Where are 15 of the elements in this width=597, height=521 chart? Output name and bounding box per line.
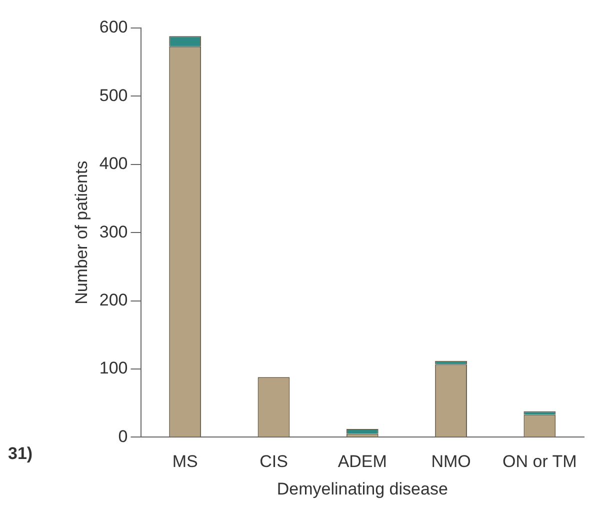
x-tick-label: NMO bbox=[431, 452, 471, 472]
y-tick-label: 0 bbox=[118, 426, 128, 446]
x-tick-label: MS bbox=[172, 452, 198, 472]
x-axis-title: Demyelinating disease bbox=[276, 479, 448, 498]
x-tick-label: CIS bbox=[260, 452, 288, 472]
text: 31) bbox=[8, 444, 33, 464]
y-tick-label: 100 bbox=[99, 358, 128, 378]
y-tick-label: 300 bbox=[99, 222, 128, 242]
y-tick-label: 500 bbox=[99, 86, 128, 105]
y-tick-label: 400 bbox=[99, 154, 128, 174]
y-axis-title: Number of patients bbox=[72, 160, 91, 304]
x-tick-label: ADEM bbox=[338, 452, 387, 472]
y-tick-label: 200 bbox=[99, 290, 128, 310]
x-tick-label: ON or TM bbox=[502, 452, 577, 472]
y-tick-label: 600 bbox=[99, 18, 128, 37]
